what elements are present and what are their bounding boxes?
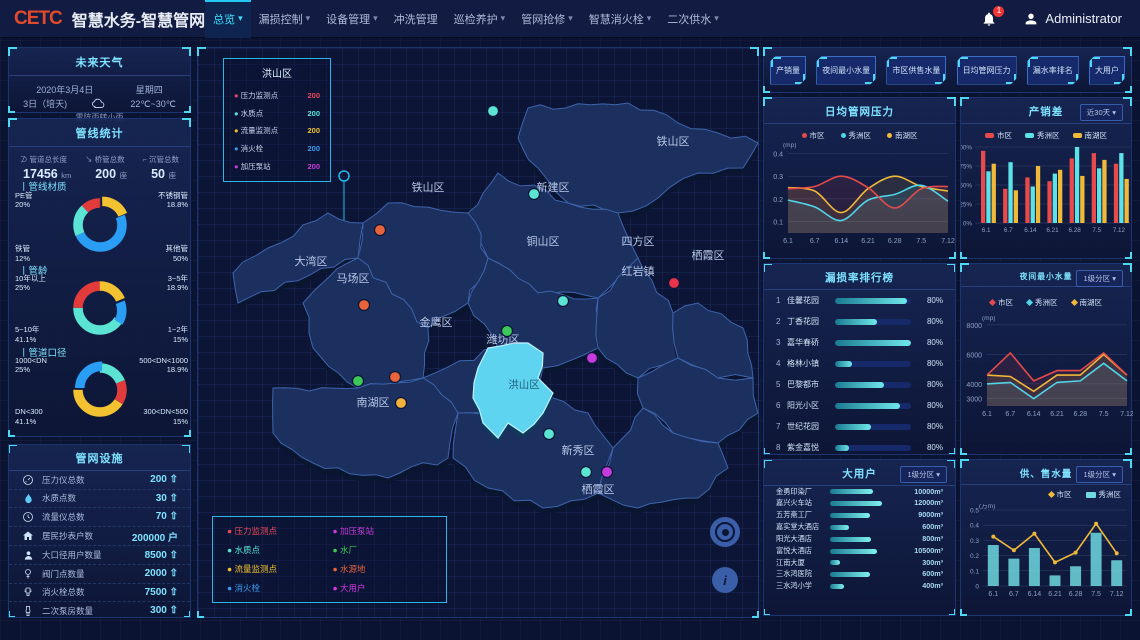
svg-text:新秀区: 新秀区 [562, 443, 595, 457]
svg-text:0.5: 0.5 [970, 508, 979, 515]
svg-text:6.7: 6.7 [1009, 591, 1019, 596]
svg-text:南湖区: 南湖区 [357, 396, 390, 409]
svg-text:0.1: 0.1 [773, 220, 783, 227]
svg-text:6.21: 6.21 [1050, 411, 1064, 416]
svg-text:7.5: 7.5 [1092, 227, 1101, 233]
svg-text:四方区: 四方区 [622, 234, 655, 248]
svg-text:3000: 3000 [966, 397, 982, 404]
svg-text:6.28: 6.28 [1068, 227, 1081, 233]
svg-text:7.5: 7.5 [1091, 591, 1101, 596]
svg-text:6.14: 6.14 [1024, 227, 1037, 233]
svg-text:0: 0 [975, 584, 979, 591]
svg-text:6.21: 6.21 [861, 238, 875, 243]
svg-text:0.3: 0.3 [970, 538, 979, 545]
svg-text:6.1: 6.1 [982, 227, 991, 233]
svg-text:铜山区: 铜山区 [527, 234, 560, 248]
svg-text:6.1: 6.1 [783, 238, 793, 243]
svg-text:6.28: 6.28 [1073, 411, 1087, 416]
svg-text:(mp): (mp) [783, 143, 796, 149]
svg-text:6.21: 6.21 [1046, 227, 1059, 233]
svg-text:100%: 100% [961, 145, 972, 152]
svg-text:0.4: 0.4 [773, 152, 783, 159]
svg-text:6.7: 6.7 [1004, 227, 1013, 233]
svg-text:新建区: 新建区 [537, 180, 570, 194]
svg-text:6.14: 6.14 [1028, 591, 1042, 596]
svg-text:7.5: 7.5 [1099, 411, 1109, 416]
svg-text:洪山区: 洪山区 [508, 379, 540, 391]
svg-text:0.1: 0.1 [970, 568, 979, 575]
svg-text:大湾区: 大湾区 [295, 254, 328, 268]
svg-text:0.3: 0.3 [773, 174, 783, 181]
svg-text:8000: 8000 [966, 323, 982, 330]
svg-text:0.2: 0.2 [773, 197, 783, 204]
svg-text:7.12: 7.12 [1120, 411, 1133, 416]
svg-text:7.12: 7.12 [941, 238, 955, 243]
svg-text:6.7: 6.7 [1005, 411, 1015, 416]
svg-text:6.28: 6.28 [1069, 591, 1083, 596]
svg-text:铁山区: 铁山区 [412, 181, 445, 194]
svg-text:25%: 25% [961, 202, 972, 209]
svg-text:7.12: 7.12 [1113, 227, 1126, 233]
svg-text:7.12: 7.12 [1110, 591, 1124, 596]
svg-text:6.1: 6.1 [988, 591, 998, 596]
svg-text:75%: 75% [961, 164, 972, 171]
svg-text:6.1: 6.1 [982, 411, 992, 416]
svg-text:铁山区: 铁山区 [657, 135, 690, 148]
svg-text:0%: 0% [963, 221, 973, 228]
svg-text:栖霞区: 栖霞区 [692, 248, 725, 262]
svg-text:栖霞区: 栖霞区 [582, 482, 615, 496]
svg-text:7.5: 7.5 [916, 238, 926, 243]
svg-text:4000: 4000 [966, 382, 982, 389]
svg-text:金鹰区: 金鹰区 [420, 315, 453, 329]
svg-text:6.21: 6.21 [1048, 591, 1062, 596]
svg-text:6.14: 6.14 [834, 238, 848, 243]
svg-text:(mp): (mp) [982, 316, 995, 322]
svg-text:0.4: 0.4 [970, 523, 979, 530]
svg-text:0.2: 0.2 [970, 553, 979, 560]
svg-text:马场区: 马场区 [337, 271, 370, 285]
svg-text:(万m): (万m) [979, 504, 995, 510]
svg-text:红岩镇: 红岩镇 [622, 264, 655, 278]
svg-text:6.7: 6.7 [810, 238, 820, 243]
svg-text:50%: 50% [961, 183, 972, 190]
svg-text:6.28: 6.28 [888, 238, 902, 243]
svg-text:6.14: 6.14 [1027, 411, 1041, 416]
svg-text:6000: 6000 [966, 352, 982, 359]
